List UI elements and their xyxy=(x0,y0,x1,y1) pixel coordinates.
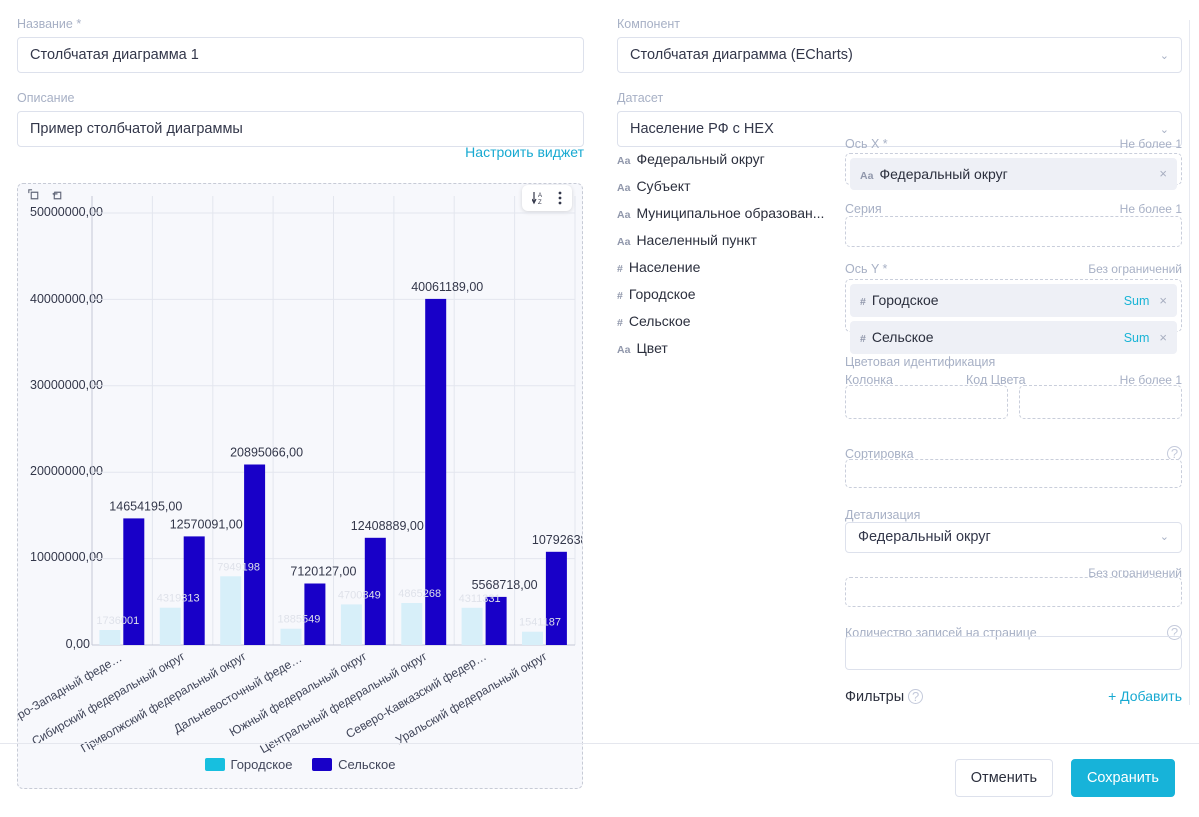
svg-text:1736001: 1736001 xyxy=(96,615,139,627)
svg-text:10792638,00: 10792638,00 xyxy=(532,533,583,547)
svg-text:7120127,00: 7120127,00 xyxy=(290,565,356,579)
svg-text:12570091,00: 12570091,00 xyxy=(170,517,243,531)
svg-text:1541187: 1541187 xyxy=(519,617,561,629)
svg-text:40061189,00: 40061189,00 xyxy=(411,280,483,294)
svg-text:4865268: 4865268 xyxy=(398,588,441,600)
svg-text:4319313: 4319313 xyxy=(157,593,200,605)
svg-text:4700849: 4700849 xyxy=(338,589,381,601)
svg-text:7949198: 7949198 xyxy=(217,561,260,573)
svg-text:5568718,00: 5568718,00 xyxy=(472,578,538,592)
svg-text:1885549: 1885549 xyxy=(278,614,321,626)
svg-text:20895066,00: 20895066,00 xyxy=(230,446,303,460)
svg-text:4311331: 4311331 xyxy=(459,593,501,605)
svg-text:14654195,00: 14654195,00 xyxy=(109,499,182,513)
svg-text:12408889,00: 12408889,00 xyxy=(351,519,424,533)
